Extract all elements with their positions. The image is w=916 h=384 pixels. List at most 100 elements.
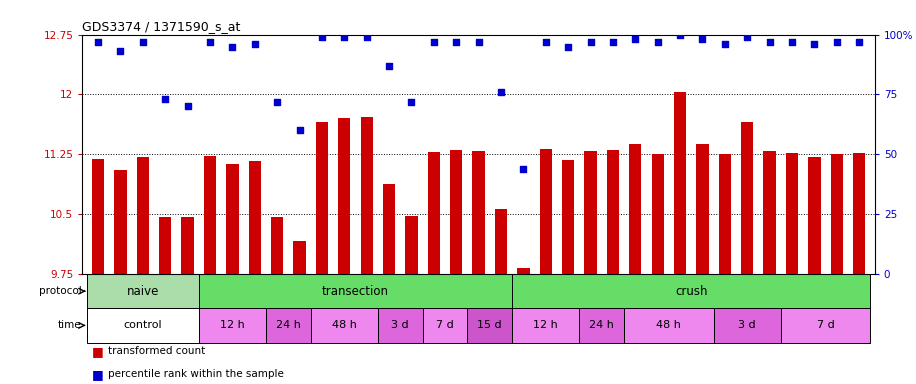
Text: 12 h: 12 h [220,320,245,330]
Bar [780,308,870,343]
Bar [338,118,351,274]
Text: 7 d: 7 d [436,320,454,330]
Bar [92,159,104,274]
Bar [199,274,512,308]
Point [516,166,530,172]
Text: 12 h: 12 h [533,320,558,330]
Text: 48 h: 48 h [332,320,356,330]
Bar [853,153,866,274]
Point [539,39,553,45]
Bar [87,308,199,343]
Bar [512,274,870,308]
Text: protocol: protocol [39,286,82,296]
Bar [199,308,266,343]
Bar [629,144,641,274]
Text: transformed count: transformed count [108,346,205,356]
Bar [808,157,821,274]
Bar [696,144,709,274]
Point [695,36,710,42]
Point [292,127,307,134]
Bar [606,149,619,274]
Text: naive: naive [126,285,159,298]
Point [247,41,262,47]
Text: crush: crush [675,285,707,298]
Text: 15 d: 15 d [477,320,502,330]
Bar [361,117,373,274]
Bar [311,308,378,343]
Bar [181,217,194,274]
Point [762,39,777,45]
Bar [467,308,512,343]
Text: 24 h: 24 h [276,320,300,330]
Point [449,39,463,45]
Bar [271,217,283,274]
Bar [378,308,422,343]
Text: GDS3374 / 1371590_s_at: GDS3374 / 1371590_s_at [82,20,241,33]
Point [650,39,665,45]
Point [717,41,732,47]
Bar [831,154,843,274]
Bar [562,160,574,274]
Point [672,31,687,38]
Bar [450,150,463,274]
Text: percentile rank within the sample: percentile rank within the sample [108,369,284,379]
Point [337,34,352,40]
Bar [579,308,624,343]
Point [91,39,105,45]
Bar [204,156,216,274]
Bar [428,152,440,274]
Bar [714,308,780,343]
Bar [422,308,467,343]
Text: 24 h: 24 h [589,320,614,330]
Bar [383,184,395,274]
Bar [518,268,529,274]
Bar [763,151,776,274]
Point [114,48,128,55]
Bar [651,154,664,274]
Bar [512,308,579,343]
Point [852,39,867,45]
Point [829,39,844,45]
Point [628,36,643,42]
Text: 3 d: 3 d [391,320,409,330]
Text: 7 d: 7 d [817,320,834,330]
Bar [674,92,686,274]
Point [785,39,800,45]
Point [605,39,620,45]
Bar [540,149,552,274]
Bar [293,242,306,274]
Point [740,34,755,40]
Bar [405,216,418,274]
Point [359,34,374,40]
Point [382,63,397,69]
Bar [473,151,485,274]
Bar [786,153,798,274]
Point [225,43,240,50]
Text: time: time [58,320,82,330]
Point [270,99,285,105]
Bar [624,308,714,343]
Bar [584,151,596,274]
Bar [266,308,311,343]
Point [427,39,442,45]
Text: control: control [124,320,162,330]
Text: ■: ■ [92,345,104,358]
Bar [719,154,731,274]
Point [180,103,195,109]
Point [471,39,485,45]
Point [561,43,575,50]
Bar [136,157,149,274]
Bar [316,122,328,274]
Text: 3 d: 3 d [738,320,756,330]
Text: 48 h: 48 h [657,320,682,330]
Point [136,39,150,45]
Point [314,34,329,40]
Point [404,99,419,105]
Text: transection: transection [322,285,389,298]
Bar [159,217,171,274]
Point [494,89,508,95]
Text: ■: ■ [92,368,104,381]
Point [807,41,822,47]
Bar [226,164,238,274]
Bar [248,161,261,274]
